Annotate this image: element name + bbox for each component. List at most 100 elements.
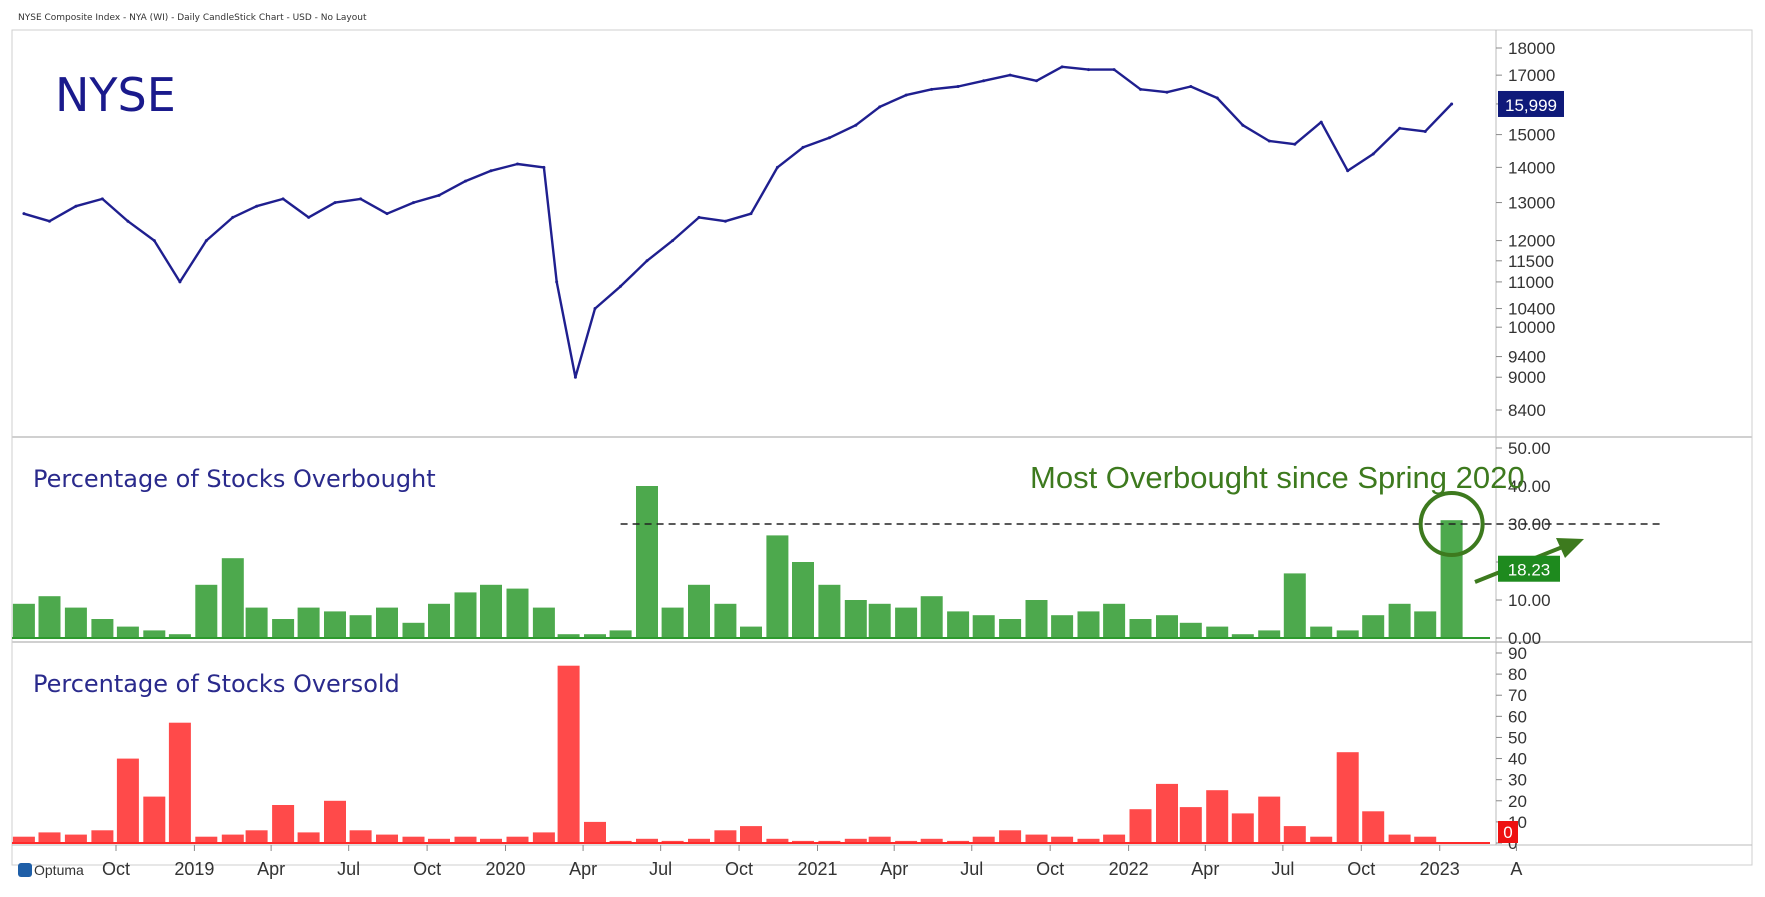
price-point <box>437 193 441 197</box>
price-point <box>359 197 363 201</box>
oversold-bar <box>999 830 1022 843</box>
oversold-last-value-label: 0 <box>1503 823 1512 842</box>
price-point <box>1139 87 1143 91</box>
price-point <box>48 219 52 223</box>
x-tick-label: Jul <box>960 859 983 879</box>
price-point <box>1215 96 1219 100</box>
price-point <box>671 239 675 243</box>
price-point <box>1112 68 1116 72</box>
overbought-bar <box>195 584 218 638</box>
oversold-bar <box>38 832 61 843</box>
oversold-bar <box>844 838 867 843</box>
highlight-circle <box>1418 491 1485 557</box>
overbought-bar <box>792 562 814 638</box>
oversold-bar <box>818 840 841 843</box>
price-tick-label: 18000 <box>1508 39 1555 58</box>
overbought-bar <box>480 584 502 638</box>
oversold-tick-label: 60 <box>1508 707 1527 726</box>
oversold-bar <box>920 838 943 843</box>
price-tick-label: 9400 <box>1508 348 1546 367</box>
price-point <box>126 219 130 223</box>
price-point <box>100 197 104 201</box>
x-tick-label: 2019 <box>174 859 214 879</box>
price-tick-label: 10000 <box>1508 318 1555 337</box>
overbought-bar <box>64 607 87 638</box>
overbought-bar <box>428 603 450 638</box>
price-point <box>801 145 805 149</box>
overbought-bar <box>609 630 632 638</box>
oversold-tick-label: 0 <box>1508 834 1517 853</box>
price-tick-label: 10400 <box>1508 300 1555 319</box>
oversold-tick-label: 70 <box>1508 686 1527 705</box>
oversold-bar <box>221 834 244 843</box>
overbought-bar <box>844 600 867 638</box>
price-point <box>333 201 337 205</box>
x-tick-label: Oct <box>413 859 441 879</box>
price-point <box>878 105 882 109</box>
price-point <box>178 280 182 284</box>
price-point <box>411 201 415 205</box>
overbought-bar <box>1440 520 1463 638</box>
chart-header-title: NYSE Composite Index - NYA (WI) - Daily … <box>18 13 367 23</box>
price-tick-label: 13000 <box>1508 194 1555 213</box>
oversold-bar <box>714 830 737 843</box>
price-point <box>723 219 727 223</box>
price-point <box>930 87 934 91</box>
price-point <box>1398 126 1402 130</box>
oversold-bar <box>1310 836 1333 843</box>
price-last-value-label: 15,999 <box>1505 96 1557 115</box>
price-point <box>697 215 701 219</box>
overbought-bar <box>376 607 398 638</box>
price-point <box>1035 79 1039 83</box>
oversold-bar <box>1362 811 1385 843</box>
overbought-bar <box>1310 626 1333 638</box>
oversold-bar <box>868 836 891 843</box>
price-point <box>619 284 623 288</box>
price-point <box>573 375 577 379</box>
x-tick-label: Apr <box>257 859 285 879</box>
x-tick-label: 2023 <box>1420 859 1460 879</box>
x-tick-label: Apr <box>569 859 597 879</box>
price-series-line <box>23 65 1453 379</box>
oversold-bar <box>402 836 425 843</box>
overbought-last-value-label: 18.23 <box>1508 561 1551 580</box>
price-tick-label: 11500 <box>1508 252 1554 271</box>
price-point <box>982 79 986 83</box>
overbought-annotation: Most Overbought since Spring 2020 <box>1030 460 1525 495</box>
overbought-tick-label: 40.00 <box>1508 477 1551 496</box>
x-tick-label: A <box>1510 859 1522 879</box>
overbought-bar <box>1179 622 1202 638</box>
oversold-tick-label: 80 <box>1508 665 1527 684</box>
price-point <box>1371 152 1375 156</box>
x-tick-label: 2022 <box>1109 859 1149 879</box>
overbought-bar <box>1336 630 1359 638</box>
oversold-bar <box>480 838 502 843</box>
overbought-bar <box>349 615 372 638</box>
oversold-bar <box>1129 809 1152 843</box>
overbought-bar <box>947 611 970 638</box>
price-point <box>956 84 960 88</box>
overbought-bar <box>1103 603 1126 638</box>
x-tick-label: Oct <box>725 859 753 879</box>
oversold-bar <box>506 836 529 843</box>
overbought-bar <box>766 535 789 638</box>
optuma-logo-text: Optuma <box>34 862 84 878</box>
price-point <box>555 280 559 284</box>
oversold-bar <box>1077 838 1100 843</box>
price-point <box>1165 90 1169 94</box>
price-point <box>152 239 156 243</box>
overbought-bar <box>38 596 61 638</box>
oversold-bar <box>661 840 684 843</box>
overbought-bar <box>636 486 658 638</box>
oversold-bar <box>947 840 970 843</box>
price-point <box>775 165 779 169</box>
price-last-value-badge <box>1498 90 1564 117</box>
price-point <box>593 307 597 311</box>
oversold-bar <box>454 836 477 843</box>
oversold-bar <box>1025 834 1048 843</box>
oversold-bar <box>895 840 918 843</box>
overbought-bar <box>168 634 191 638</box>
x-tick-label: Apr <box>880 859 908 879</box>
overbought-bar <box>245 607 268 638</box>
